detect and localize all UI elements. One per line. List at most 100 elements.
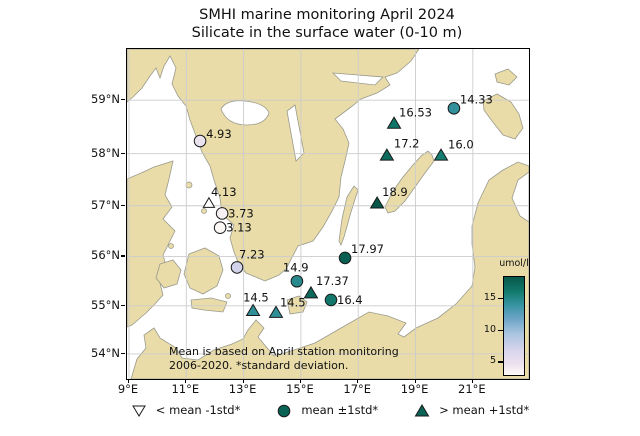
note-line-1: Mean is based on April station monitorin… [169,345,399,358]
legend-label: > mean +1std* [439,403,530,417]
land-baltic-south-coast [130,161,529,379]
x-tick-label: 17°E [343,382,372,396]
y-tick-mark [121,99,125,101]
station-marker [268,305,284,318]
colorbar-tick-mark [498,329,503,332]
triangle-up-icon [414,404,430,417]
station-marker [369,196,385,209]
station-marker [213,221,227,235]
island-oland [338,185,359,246]
y-tick-label: 54°N [91,345,120,360]
x-tick-mark [185,379,187,383]
station-value-label: 18.9 [382,185,408,199]
lake-vanern [220,100,270,126]
station-marker [245,303,261,316]
station-value-label: 16.53 [399,105,432,119]
colorbar-title: umol/l [499,258,529,269]
station-value-label: 17.37 [316,274,349,288]
y-tick-label: 56°N [91,248,120,263]
station-value-label: 3.73 [228,206,254,220]
station-marker [447,102,461,115]
x-tick-mark [242,379,244,383]
island-samso [168,243,174,249]
x-tick-label: 15°E [286,382,314,396]
note: Mean is based on April station monitorin… [169,345,399,373]
x-tick-label: 19°E [400,382,429,396]
map: 4.93 14.33 16.53 17.2 16.0 18.9 4.13 3.73 3.13 7.… [126,48,530,380]
y-tick-mark [121,352,125,355]
legend-label: mean ±1std* [301,403,379,417]
station-value-label: 7.23 [239,247,265,261]
island-bornholm [286,295,308,315]
legend: < mean -1std* mean ±1std* > mean +1std* [10,402,640,418]
island-saaremaa [482,93,524,140]
station-marker [290,274,304,288]
y-tick-mark [121,152,125,154]
station-value-label: 14.5 [280,296,306,310]
island-lolland [190,297,228,313]
station-marker [230,261,244,274]
legend-label: < mean -1std* [155,403,241,417]
station-value-label: 16.0 [448,137,474,151]
basemap: 4.93 14.33 16.53 17.2 16.0 18.9 4.13 3.733.13 7.… [127,49,529,379]
station-value-label: 4.13 [211,185,237,199]
legend-item: mean ±1std* [276,402,378,418]
colorbar-tick-label: 10 [483,323,496,335]
station-value-label: 14.5 [243,291,269,305]
island-mon [225,293,231,299]
title-line-2: Silicate in the surface water (0-10 m) [191,25,463,41]
lake-vattern [286,104,305,162]
x-tick-mark [299,379,302,383]
y-tick-label: 57°N [91,197,120,212]
island-anholt [201,208,207,214]
colorbar-tick-label: 15 [483,292,496,304]
x-tick-mark [471,379,474,383]
circle-icon [278,404,291,418]
island-zealand [183,247,224,295]
station-marker [303,285,319,299]
colorbar-tick-mark [498,298,503,300]
triangle-down-icon [131,405,146,417]
y-tick-label: 55°N [91,297,120,312]
station-value-label: 14.9 [283,260,309,274]
colorbar-tick-mark [498,361,503,363]
station-value-label: 17.97 [351,242,384,256]
island-laeso [185,181,193,189]
stations-layer: 4.93 14.33 16.53 17.2 16.0 18.9 4.13 3.733.13 7.… [193,92,493,318]
island-gotland [384,150,435,214]
x-tick-mark [357,379,359,383]
legend-item: > mean +1std* [414,402,529,418]
land-jutland [127,160,176,328]
colorbar-tick-label: 5 [489,355,496,367]
island-hiiumaa [494,68,518,86]
y-tick-mark [121,204,125,206]
x-tick-label: 9°E [117,382,139,396]
colorbar [503,276,525,376]
station-marker [338,251,352,265]
y-tick-mark [121,255,125,257]
y-tick-label: 59°N [91,92,120,107]
gulf-of-riga [511,171,529,223]
station-marker [386,116,402,129]
title-line-1: SMHI marine monitoring April 2024 [199,7,455,23]
note-line-2: 2006-2020. *standard deviation. [169,359,349,372]
station-value-label: 17.2 [394,136,420,150]
station-marker [379,148,395,161]
landmasses [127,49,529,379]
y-tick-mark [121,304,125,306]
x-tick-label: 13°E [228,382,257,396]
station-marker [215,207,229,220]
station-marker [433,148,449,161]
island-funen [155,259,182,289]
station-value-label: 4.93 [206,127,232,141]
station-value-label: 14.33 [460,92,493,106]
graticule [127,49,529,379]
x-tick-mark [414,379,416,383]
figure-title: SMHI marine monitoring April 2024 Silica… [126,6,528,42]
station-value-label: 16.4 [337,293,363,307]
legend-item: < mean -1std* [131,402,241,418]
x-tick-label: 21°E [458,382,486,396]
station-value-label: 3.13 [226,221,252,235]
station-marker [193,134,207,148]
station-marker [202,196,216,208]
